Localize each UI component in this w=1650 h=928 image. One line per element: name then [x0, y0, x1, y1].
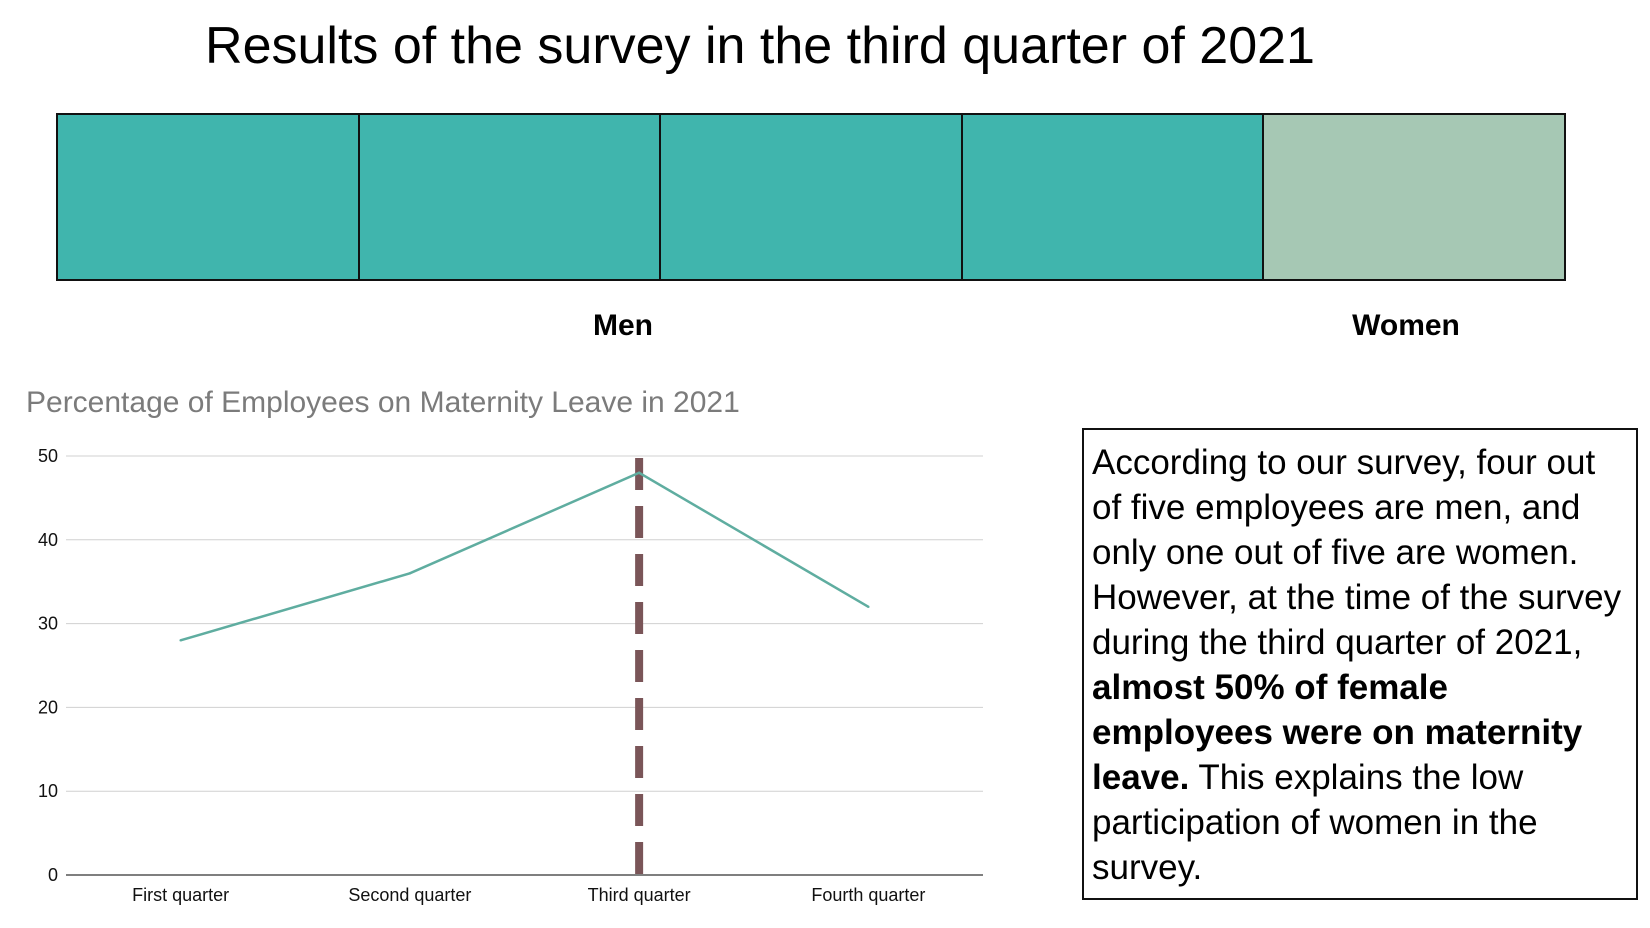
bar-segment-women-5	[1264, 115, 1564, 279]
bar-segment-men-3	[661, 115, 963, 279]
data-point-2	[408, 572, 412, 575]
note-text: According to our survey, four out of fiv…	[1092, 443, 1622, 662]
y-tick-label-50: 50	[38, 446, 58, 466]
data-point-4	[867, 605, 870, 609]
bar-segment-men-4	[962, 115, 1265, 279]
note-text-bold: almost 50% of female employees were on m…	[1092, 668, 1583, 797]
y-tick-label-10: 10	[38, 781, 58, 801]
y-axis-ticks: 0 10 20 30 40 50	[38, 446, 58, 885]
note-text-end: This explains the low participation of w…	[1092, 758, 1538, 887]
page-title: Results of the survey in the third quart…	[205, 17, 1315, 75]
x-tick-label-4: Fourth quarter	[811, 885, 925, 905]
line-chart: Percentage of Employees on Maternity Lea…	[26, 386, 983, 905]
x-axis-ticks: First quarter Second quarter Third quarter…	[132, 885, 925, 905]
data-point-1	[179, 639, 182, 642]
men-label: Men	[593, 309, 653, 342]
x-tick-label-1: First quarter	[132, 885, 229, 905]
series-line-1	[180, 471, 870, 642]
composition-bar	[56, 113, 1566, 281]
y-tick-label-20: 20	[38, 697, 58, 717]
note-box: According to our survey, four out of fiv…	[1082, 428, 1638, 900]
chart-grid	[66, 455, 983, 876]
series-layer	[179, 471, 870, 642]
bar-segment-men-1	[58, 115, 360, 279]
x-tick-label-3: Third quarter	[588, 885, 691, 905]
x-tick-label-2: Second quarter	[348, 885, 471, 905]
data-point-3	[637, 471, 641, 474]
bar-segment-men-2	[359, 115, 662, 279]
chart-title: Percentage of Employees on Maternity Lea…	[26, 386, 740, 419]
women-label: Women	[1352, 309, 1460, 342]
y-tick-label-30: 30	[38, 614, 58, 634]
y-tick-label-40: 40	[38, 530, 58, 550]
y-tick-label-0: 0	[48, 865, 58, 885]
